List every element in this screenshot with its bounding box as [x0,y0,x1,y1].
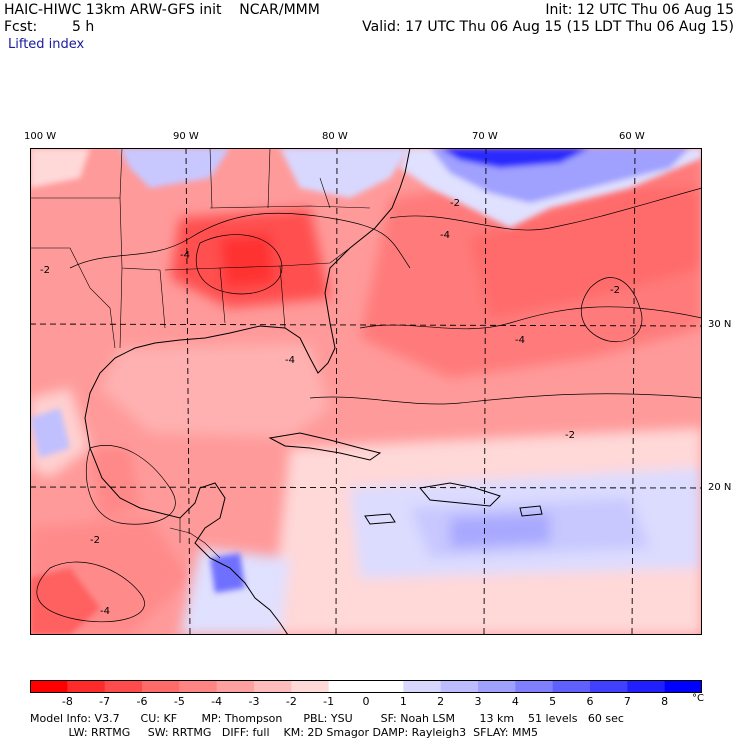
colorbar-tick-label: 4 [511,695,519,708]
border [119,267,123,349]
colorbar-tick-label: 8 [661,695,669,708]
colorbar-tick-label: -5 [173,695,185,708]
colorbar-swatch [179,680,218,693]
contour-label: -2 [450,198,460,209]
colorbar-swatch [67,680,106,693]
contour-label: -4 [100,606,110,617]
colorbar-swatch [478,680,516,693]
lat-label-30n: 30 N [708,319,732,330]
border [119,197,166,329]
parallel-30n [30,323,702,327]
contour-line [359,306,702,330]
meridian-60w [631,148,636,635]
contour-label: -2 [565,430,575,441]
colorbar-swatch [142,680,180,693]
lon-label-100w: 100 W [24,131,57,142]
colorbar-swatch [328,680,367,693]
colorbar-swatch [664,680,702,693]
contour-line [69,212,411,269]
contour-label: -4 [515,335,525,346]
contour-label: -4 [440,230,450,241]
coastline-hispaniola [419,482,501,507]
lifted-index-map: -2 -4 -2 -4 -2 -4 -2 -4 -2 -4 [30,148,702,635]
contour-line [85,445,176,525]
colorbar-swatch [440,680,479,693]
model-info-line2: LW: RRTMG SW: RRTMG DIFF: full KM: 2D Sm… [30,726,538,739]
colorbar-swatch [515,680,554,693]
lat-label-20n: 20 N [708,482,732,493]
border [30,247,116,349]
forecast-hour: 5 h [72,19,95,35]
forecast-label: Fcst: [4,19,38,35]
lon-label-80w: 80 W [322,131,348,142]
colorbar-tick-label: 0 [362,695,370,708]
coastline-puerto-rico [519,505,543,517]
border [209,148,213,209]
coastline-jamaica [364,513,396,525]
colorbar [30,680,702,693]
colorbar-tick-label: 6 [586,695,594,708]
colorbar-swatch [403,680,442,693]
colorbar-tick-label: -6 [136,695,148,708]
coastline [84,148,411,635]
border [267,148,271,209]
map-frame [30,148,702,635]
model-info-line1: Model Info: V3.7 CU: KF MP: Thompson PBL… [30,712,624,725]
colorbar-swatch [291,680,330,693]
border [319,177,331,209]
colorbar-tick-label: 3 [474,695,482,708]
colorbar-tick-label: -3 [248,695,260,708]
valid-time: Valid: 17 UTC Thu 06 Aug 15 (15 LDT Thu … [362,19,734,35]
colorbar-frame [30,680,702,693]
colorbar-swatch [30,680,68,693]
contour-line [309,393,702,405]
contour-line [195,234,283,295]
colorbar-swatch [627,680,666,693]
contour-label: -4 [285,355,295,366]
contour-label: -4 [180,250,190,261]
colorbar-swatch [216,680,255,693]
colorbar-swatch [366,680,404,693]
colorbar-tick-label: -7 [99,695,111,708]
contour-line [389,187,702,231]
lifted-index-field: -2 -4 -2 -4 -2 -4 -2 -4 -2 -4 [30,148,702,635]
colorbar-swatch [254,680,292,693]
colorbar-swatch [104,680,143,693]
contour-line [581,277,643,342]
header-title: HAIC-HIWC 13km ARW-GFS init NCAR/MMM [4,2,320,18]
colorbar-tick-label: 1 [399,695,407,708]
contour-line [36,561,145,623]
border [279,247,351,267]
contour-label: -2 [610,285,620,296]
contour-label: -2 [40,265,50,276]
coastline-cuba [268,432,382,461]
colorbar-swatch [552,680,591,693]
field-name: Lifted index [8,37,85,52]
colorbar-tick-label: 5 [549,695,557,708]
colorbar-tick-label: -2 [285,695,297,708]
contour-label: -2 [90,535,100,546]
colorbar-tick-label: 2 [437,695,445,708]
colorbar-swatch [590,680,628,693]
meridian-70w [483,148,487,635]
lon-label-90w: 90 W [173,131,199,142]
colorbar-tick-label: 7 [623,695,631,708]
meridian-90w [185,148,191,635]
lon-label-60w: 60 W [619,131,645,142]
colorbar-tick-label: -1 [323,695,335,708]
colorbar-tick-label: -4 [211,695,223,708]
init-time: Init: 12 UTC Thu 06 Aug 15 [545,2,734,18]
colorbar-tick-label: -8 [61,695,73,708]
colorbar-unit: °C [692,693,704,704]
parallel-20n [30,486,702,489]
border [209,205,371,209]
meridian-80w [335,148,338,635]
lon-label-70w: 70 W [472,131,498,142]
